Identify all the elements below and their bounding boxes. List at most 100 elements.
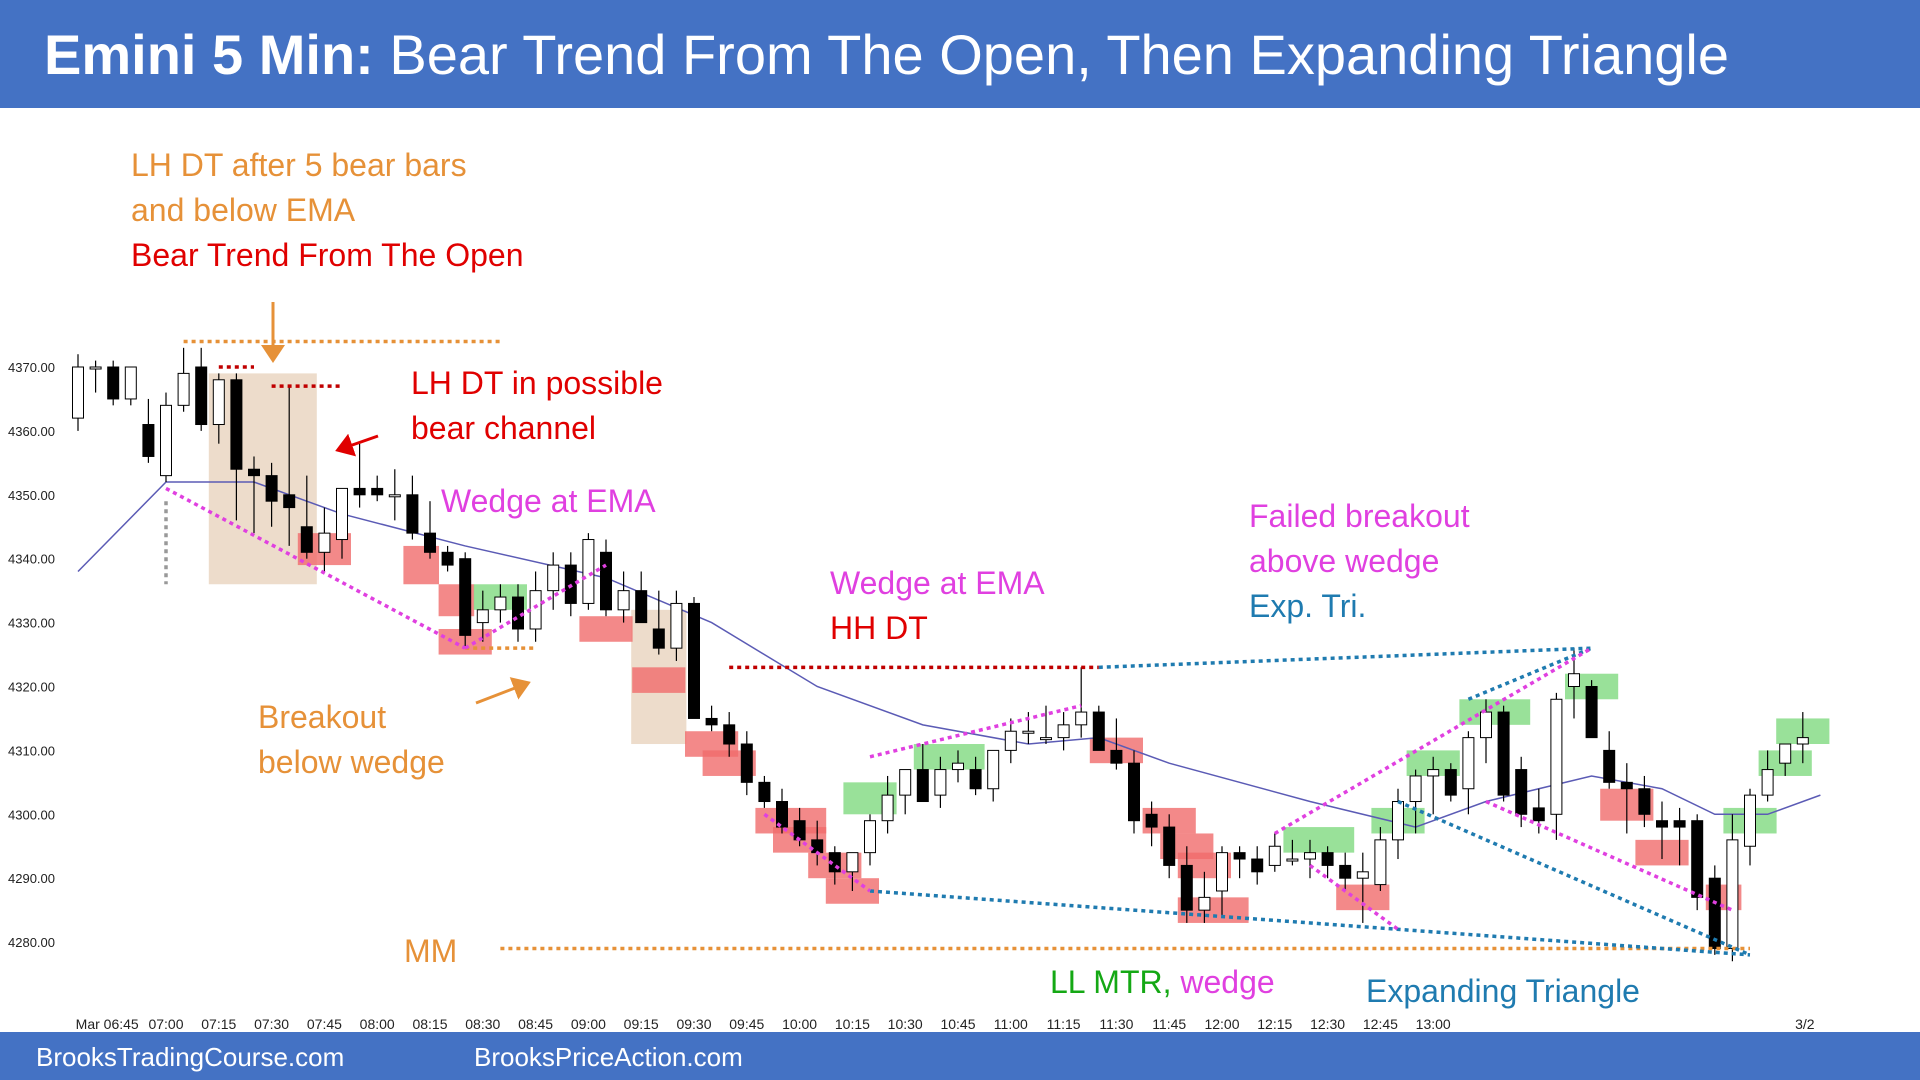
- annotation-ll-mtr: LL MTR, wedge: [1050, 960, 1275, 1005]
- bear-candle: [441, 551, 454, 566]
- bull-candle: [1356, 871, 1369, 879]
- bear-candle: [1251, 858, 1264, 873]
- annotation-hh-dt: HH DT: [830, 610, 928, 646]
- bear-candle: [1515, 769, 1528, 815]
- bull-candle: [846, 852, 859, 873]
- bull-candle: [1427, 769, 1440, 777]
- footer-link-brookstradingcourse[interactable]: BrooksTradingCourse.com: [36, 1042, 345, 1072]
- y-tick-label: 4330.00: [8, 616, 55, 631]
- annotation-wedge-ema-1: Wedge at EMA: [441, 483, 656, 519]
- bull-candle: [388, 494, 401, 498]
- bull-candle: [617, 590, 630, 611]
- annotation-wedge-text: wedge: [1180, 964, 1275, 1000]
- bear-candle: [1603, 749, 1616, 783]
- bull-candle: [1374, 839, 1387, 886]
- bull-highlight-20: [1283, 827, 1355, 853]
- x-tick-label: 10:45: [940, 1016, 975, 1032]
- bear-candle: [1092, 711, 1105, 751]
- bear-candle: [283, 494, 296, 509]
- bear-candle: [1532, 807, 1545, 822]
- bull-highlight-14: [913, 744, 985, 770]
- bull-candle: [1040, 737, 1052, 741]
- bear-candle: [1321, 852, 1334, 866]
- bear-candle: [353, 487, 366, 496]
- y-tick-label: 4310.00: [8, 743, 55, 758]
- x-tick-label: 08:00: [360, 1016, 395, 1032]
- x-tick-label: 09:45: [729, 1016, 764, 1032]
- bear-candle: [916, 769, 929, 803]
- x-tick-label: 11:15: [1047, 1016, 1081, 1032]
- x-tick-label: 10:00: [782, 1016, 817, 1032]
- x-tick-label: 12:30: [1310, 1016, 1345, 1032]
- annotation-breakout-line1: Breakout: [258, 699, 387, 735]
- annotation-failed-breakout-line1: Failed breakout: [1249, 498, 1470, 534]
- x-tick-label: 13:00: [1416, 1016, 1451, 1032]
- x-tick-label: 08:30: [465, 1016, 500, 1032]
- y-tick-label: 4290.00: [8, 871, 55, 886]
- y-tick-label: 4340.00: [8, 552, 55, 567]
- footer-link-brookspriceaction[interactable]: BrooksPriceAction.com: [474, 1042, 743, 1072]
- annotation-expanding-triangle: Expanding Triangle: [1366, 973, 1640, 1009]
- bear-candle: [1233, 852, 1246, 860]
- bull-candle: [1022, 730, 1035, 734]
- bull-candle: [1216, 852, 1228, 892]
- trendline-9: [1467, 646, 1593, 701]
- x-tick-label: 09:00: [571, 1016, 606, 1032]
- bear-candle: [107, 366, 120, 400]
- bull-candle: [89, 366, 102, 370]
- bear-candle: [688, 602, 700, 719]
- bear-candle: [776, 801, 788, 828]
- x-tick-label: 12:15: [1257, 1016, 1292, 1032]
- bull-candle: [1057, 724, 1070, 739]
- x-tick-label: 07:45: [307, 1016, 342, 1032]
- bull-candle: [318, 532, 331, 553]
- bear-highlight-5: [579, 616, 633, 642]
- bull-candle: [476, 609, 489, 624]
- title-rest: Bear Trend From The Open, Then Expanding…: [389, 23, 1729, 86]
- bear-candle: [1638, 788, 1651, 815]
- bull-candle: [1075, 711, 1088, 726]
- bear-candle: [723, 724, 736, 745]
- bear-candle: [230, 379, 243, 470]
- bear-highlight-6: [632, 667, 686, 693]
- bear-candle: [1708, 877, 1721, 949]
- bear-candle: [758, 781, 771, 803]
- x-tick-label: 10:15: [835, 1016, 870, 1032]
- bull-candle: [1726, 839, 1739, 949]
- x-tick-label: 07:15: [201, 1016, 236, 1032]
- y-tick-label: 4280.00: [8, 935, 55, 950]
- annotation-failed-breakout-line2: above wedge: [1249, 543, 1440, 579]
- trendline-6: [1098, 646, 1592, 670]
- y-tick-label: 4300.00: [8, 807, 55, 822]
- bull-candle: [1761, 769, 1774, 796]
- bull-candle: [1304, 852, 1316, 860]
- bear-candle: [1163, 826, 1176, 866]
- bull-candle: [494, 596, 507, 611]
- trendline-14: [1273, 646, 1593, 835]
- bull-candle: [952, 762, 964, 771]
- bull-candle: [1004, 730, 1017, 751]
- x-tick-label: 11:00: [994, 1016, 1028, 1032]
- x-tick-label: 3/2: [1795, 1016, 1815, 1032]
- annotation-lh-dt-channel-line1: LH DT in possible: [411, 365, 663, 401]
- trendline-16: [1485, 799, 1734, 912]
- x-tick-label: Mar 06:45: [76, 1016, 139, 1032]
- title-lead: Emini 5 Min:: [44, 23, 374, 86]
- x-tick-label: 07:30: [254, 1016, 289, 1032]
- annotation-ll-mtr-text: LL MTR,: [1050, 964, 1172, 1000]
- bear-candle: [740, 743, 753, 783]
- bull-candle: [1268, 845, 1281, 866]
- bull-candle: [1480, 711, 1492, 739]
- bull-candle: [670, 602, 683, 649]
- y-tick-label: 4370.00: [8, 360, 55, 375]
- bear-candle: [1585, 686, 1598, 739]
- bull-candle: [881, 794, 894, 822]
- bear-candle: [793, 820, 806, 841]
- bull-candle: [1550, 698, 1563, 815]
- x-tick-label: 07:00: [148, 1016, 183, 1032]
- bear-candle: [1620, 781, 1633, 790]
- x-tick-label: 12:00: [1204, 1016, 1239, 1032]
- x-tick-label: 09:30: [676, 1016, 711, 1032]
- bull-candle: [1462, 737, 1475, 790]
- bear-candle: [1497, 711, 1510, 796]
